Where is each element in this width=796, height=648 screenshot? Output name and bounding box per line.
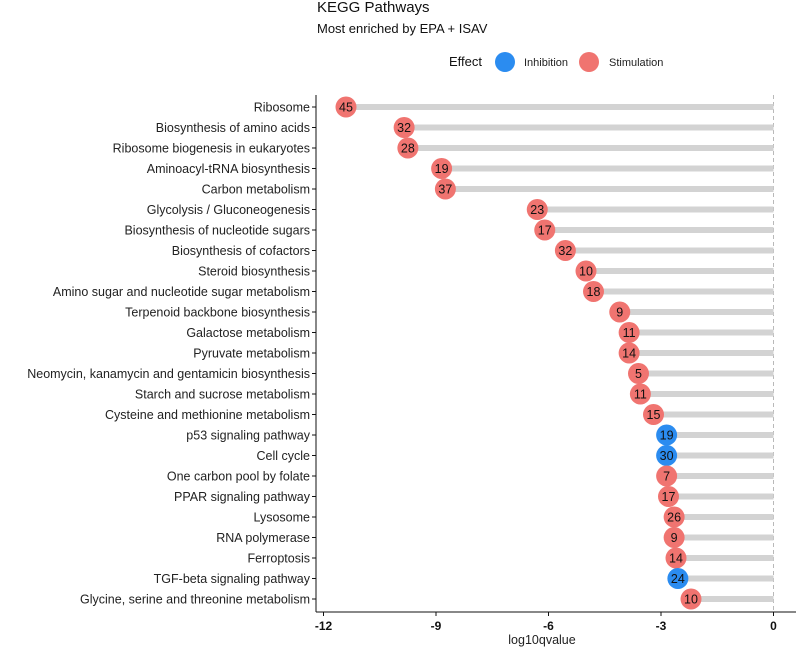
y-tick-label: Biosynthesis of amino acids — [156, 121, 310, 135]
pathway-count-label: 17 — [538, 224, 552, 238]
pathway-count-label: 26 — [667, 511, 681, 525]
pathway-count-label: 10 — [579, 265, 593, 279]
pathway-dot — [656, 424, 678, 446]
pathway-count-label: 9 — [671, 531, 678, 545]
pathway-count-label: 17 — [662, 490, 676, 504]
y-tick-label: Biosynthesis of cofactors — [172, 244, 310, 258]
marks-layer: 4532281937231732101891114511151930717269… — [335, 96, 774, 610]
pathway-count-label: 45 — [339, 101, 353, 115]
pathway-dot — [628, 363, 649, 384]
y-tick-label: RNA polymerase — [216, 531, 310, 545]
chart-title: KEGG Pathways — [317, 0, 430, 16]
pathway-dot — [583, 281, 604, 302]
axes-layer: -12 -9 -6 -3 0 Ribosome Biosynthesis of amino … — [27, 95, 796, 633]
pathway-dot — [554, 240, 576, 261]
pathway-dot — [667, 568, 689, 589]
pathway-count-label: 23 — [530, 203, 544, 217]
y-tick-label: Amino sugar and nucleotide sugar metabol… — [53, 285, 310, 299]
pathway-count-label: 14 — [669, 552, 683, 566]
y-tick-label: Neomycin, kanamycin and gentamicin biosy… — [27, 367, 310, 381]
pathway-count-label: 30 — [660, 449, 674, 463]
y-tick-label: PPAR signaling pathway — [174, 490, 311, 504]
legend-stimulation-label: Stimulation — [609, 57, 663, 69]
pathway-count-label: 24 — [671, 572, 685, 586]
y-tick-label: Cysteine and methionine metabolism — [105, 408, 310, 422]
pathway-dot — [335, 96, 357, 118]
x-tick-label: -3 — [656, 619, 667, 633]
pathway-count-label: 11 — [634, 388, 647, 402]
pathway-count-label: 10 — [684, 593, 698, 607]
pathway-dot — [397, 137, 419, 159]
x-tick-label: -12 — [315, 619, 333, 633]
y-tick-label: Terpenoid backbone biosynthesis — [125, 306, 310, 320]
pathway-dot — [665, 547, 687, 569]
x-axis-label: log10qvalue — [508, 633, 575, 647]
pathway-dot — [609, 301, 631, 323]
pathway-count-label: 32 — [397, 121, 411, 135]
chart-subtitle: Most enriched by EPA + ISAV — [317, 21, 488, 36]
x-tick-label: 0 — [770, 619, 777, 633]
legend: Effect Inhibition Stimulation — [449, 52, 663, 72]
y-tick-label: p53 signaling pathway — [186, 429, 310, 443]
pathway-count-label: 19 — [435, 162, 449, 176]
pathway-dot — [434, 178, 456, 200]
pathway-count-label: 18 — [587, 285, 601, 299]
pathway-dot — [431, 158, 453, 179]
y-tick-label: Ferroptosis — [247, 552, 310, 566]
y-tick-label: Starch and sucrose metabolism — [135, 388, 310, 402]
x-tick-label: -9 — [431, 619, 442, 633]
pathway-dot — [656, 465, 678, 487]
pathway-count-label: 37 — [438, 183, 452, 197]
pathway-dot — [534, 219, 556, 241]
pathway-dot — [618, 342, 640, 364]
pathway-count-label: 32 — [558, 244, 572, 258]
y-tick-label: Galactose metabolism — [186, 326, 310, 340]
y-tick-label: Carbon metabolism — [202, 183, 310, 197]
legend-stimulation-swatch — [579, 52, 599, 72]
legend-title: Effect — [449, 54, 482, 69]
pathway-count-label: 14 — [622, 347, 636, 361]
pathway-dot — [663, 527, 685, 548]
pathway-count-label: 28 — [401, 142, 415, 156]
legend-inhibition-label: Inhibition — [524, 57, 568, 69]
y-tick-label: Biosynthesis of nucleotide sugars — [124, 224, 310, 238]
pathway-dot — [575, 260, 597, 282]
y-tick-label: Glycolysis / Gluconeogenesis — [147, 203, 310, 217]
y-tick-label: Pyruvate metabolism — [193, 347, 310, 361]
y-tick-label: Ribosome — [254, 101, 310, 115]
y-tick-label: One carbon pool by folate — [167, 470, 310, 484]
y-tick-label: Lysosome — [253, 511, 310, 525]
pathway-dot — [663, 506, 685, 528]
pathway-count-label: 11 — [623, 326, 636, 340]
pathway-dot — [618, 322, 640, 343]
y-tick-label: Aminoacyl-tRNA biosynthesis — [147, 162, 310, 176]
pathway-count-label: 5 — [635, 367, 642, 381]
pathway-count-label: 9 — [616, 306, 623, 320]
pathway-dot — [393, 117, 415, 138]
pathway-count-label: 7 — [663, 470, 670, 484]
pathway-count-label: 19 — [660, 429, 674, 443]
pathway-dot — [658, 486, 679, 507]
y-tick-label: Ribosome biogenesis in eukaryotes — [113, 142, 310, 156]
pathway-dot — [656, 445, 678, 466]
x-tick-label: -6 — [543, 619, 554, 633]
y-tick-label: Steroid biosynthesis — [198, 265, 310, 279]
y-tick-label: Cell cycle — [257, 449, 311, 463]
pathway-dot — [526, 199, 548, 220]
pathway-dot — [629, 383, 651, 405]
legend-inhibition-swatch — [495, 52, 515, 72]
y-tick-label: Glycine, serine and threonine metabolism — [80, 593, 310, 607]
pathway-count-label: 15 — [647, 408, 661, 422]
pathway-dot — [643, 404, 664, 425]
pathway-dot — [680, 588, 702, 610]
y-tick-label: TGF-beta signaling pathway — [154, 572, 311, 586]
